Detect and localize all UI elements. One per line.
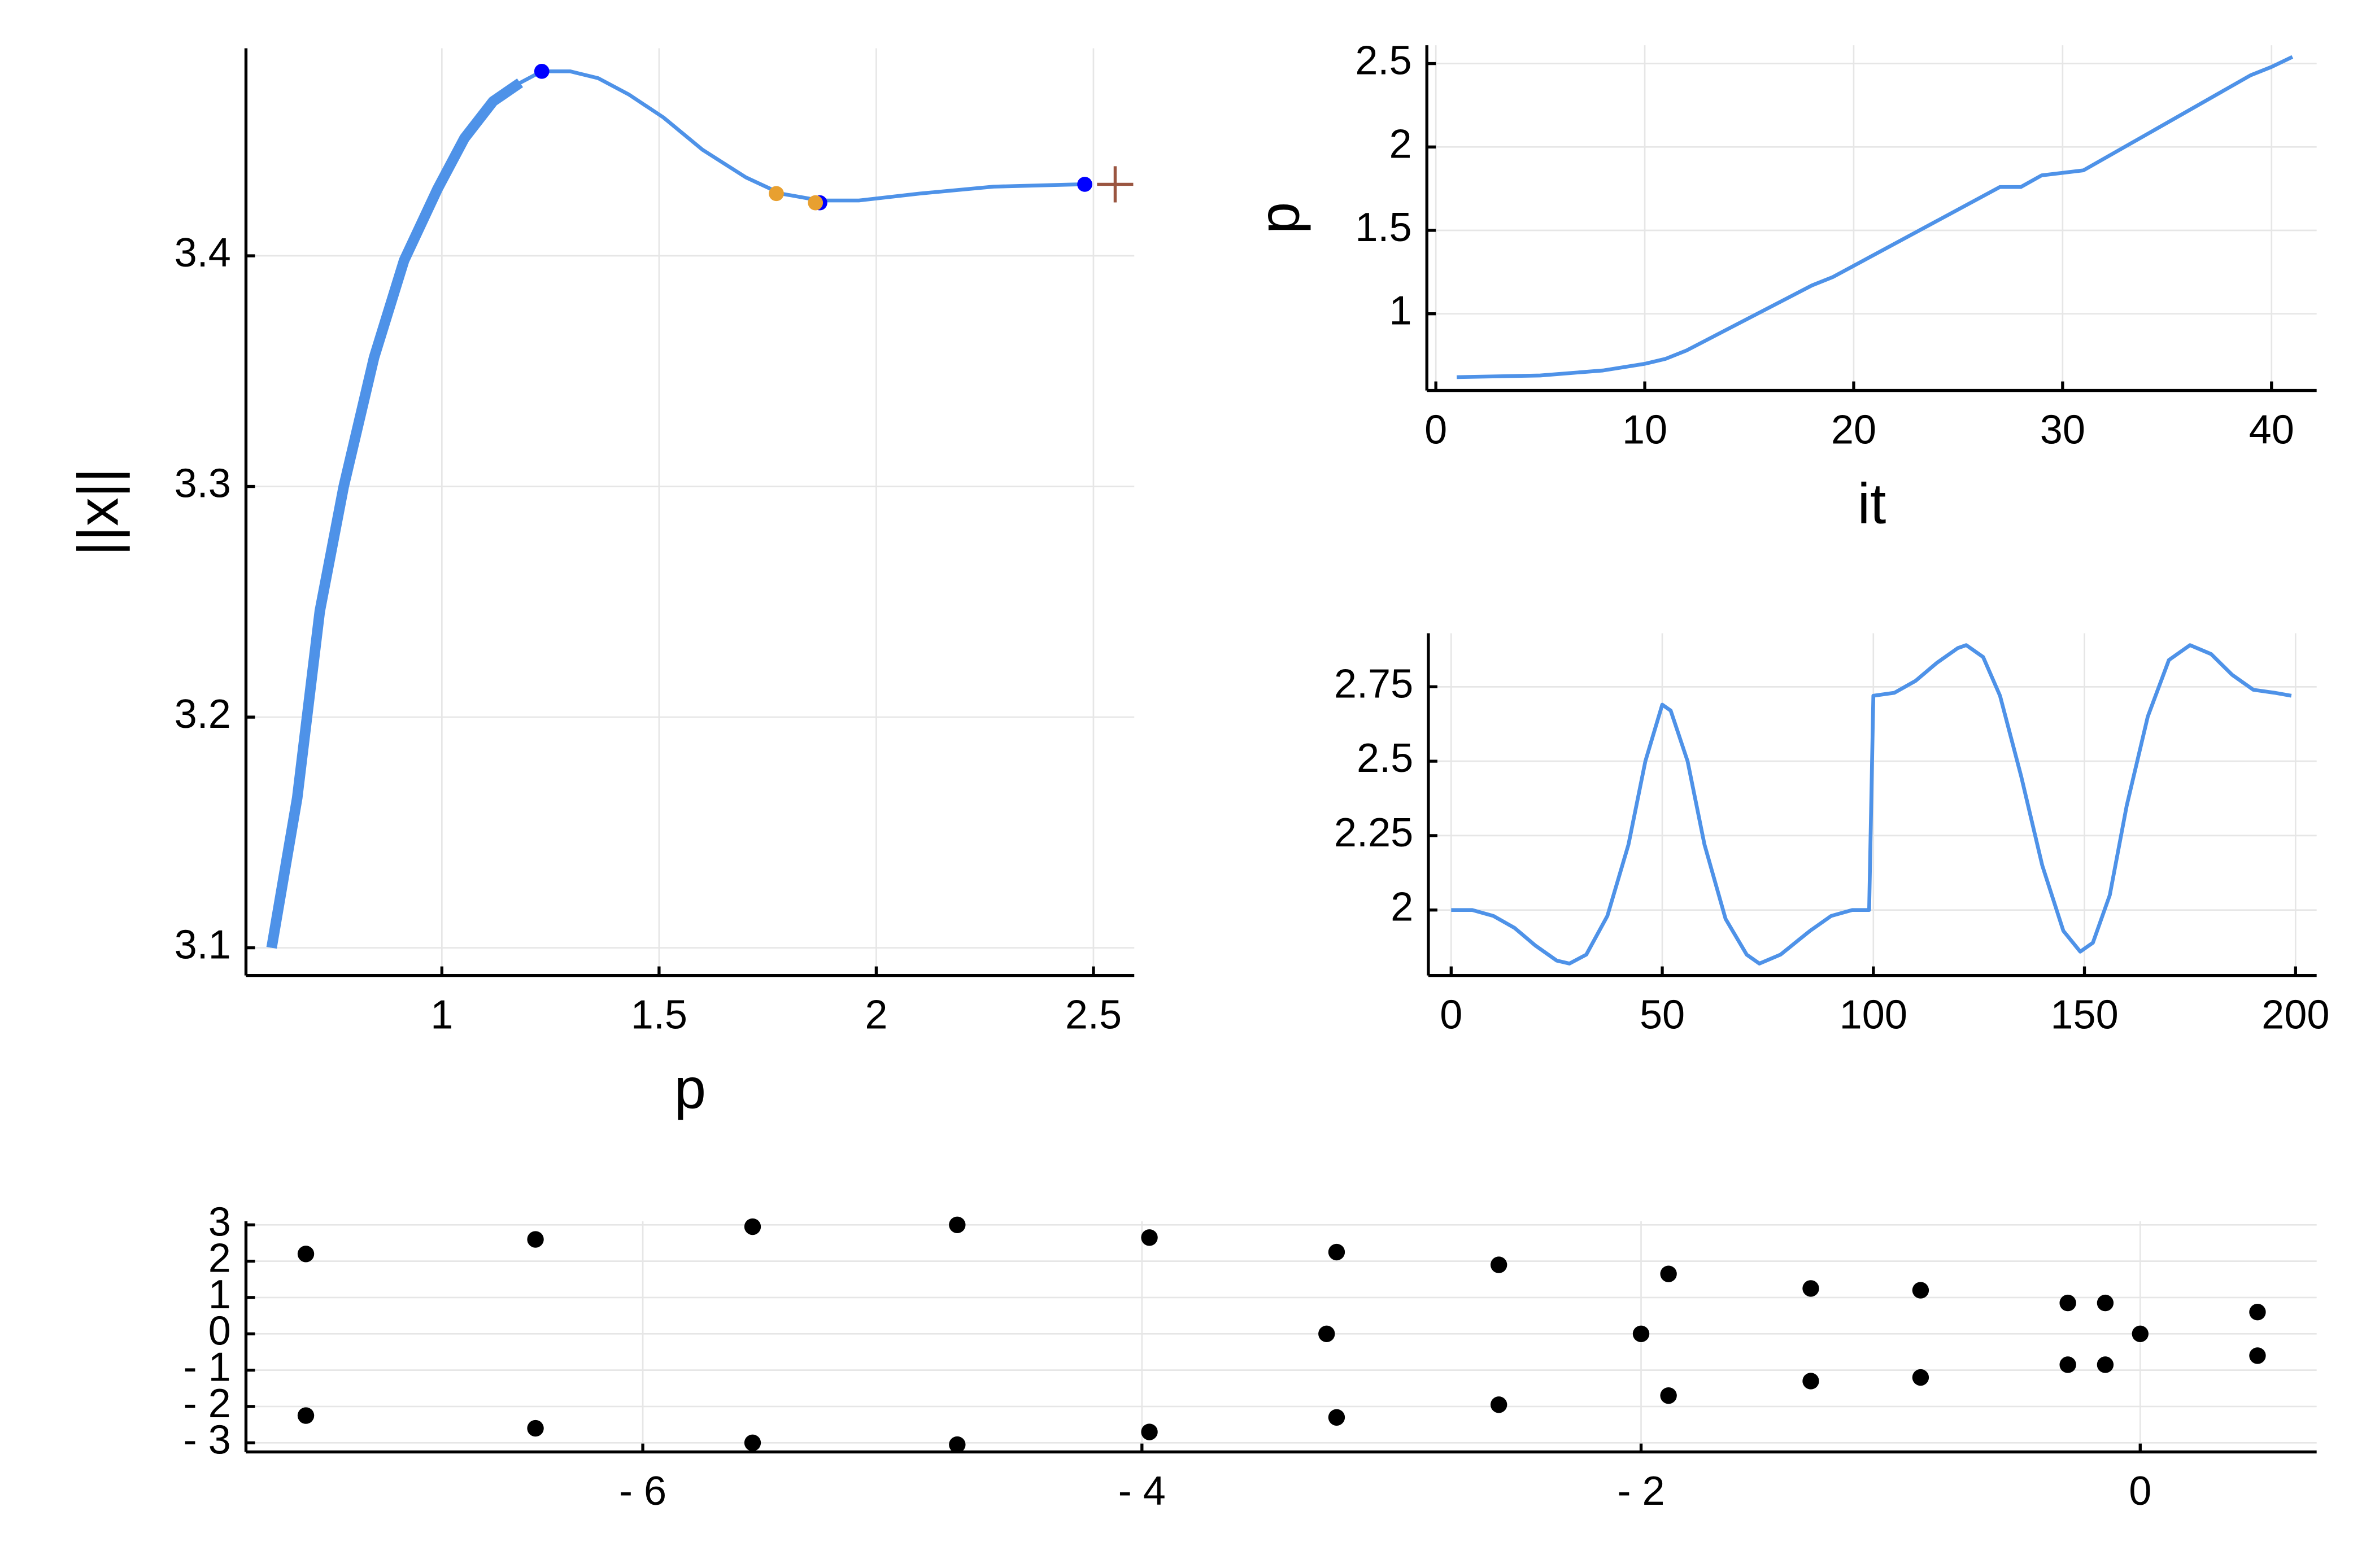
y-tick-label: 2.5 [1357,736,1413,781]
line [269,69,1080,949]
subplot: 0 10 20 30 40 1 1.5 2 2.5 it p [1247,38,2317,536]
point [1490,1396,1507,1413]
point [2059,1294,2076,1312]
point [1328,1243,1345,1261]
y-axis-label: ||x|| [66,468,130,556]
point [1632,1325,1650,1342]
x-tick-label: 40 [2249,407,2294,452]
y-tick-label: 3.3 [175,461,231,506]
point [1660,1265,1677,1282]
x-axis-label: it [1858,471,1886,536]
y-tick-label: 3.1 [175,923,231,968]
point [2249,1304,2266,1321]
x-tick-label: 100 [1840,992,1907,1037]
x-tick-label: 1 [430,992,453,1037]
point [744,1218,761,1235]
point [297,1246,315,1263]
subplot: 1 1.5 2 2.5 3.1 3.2 3.3 3.4 p ||x|| [66,48,1135,1121]
y-tick-label: 1.5 [1355,205,1411,250]
point [1141,1229,1158,1246]
point [2132,1325,2149,1342]
x-tick-label: 0 [1424,407,1447,452]
y-tick-label: 2 [208,1236,231,1281]
y-tick-label: - 3 [184,1417,231,1462]
point [2249,1347,2266,1364]
x-tick-label: 50 [1640,992,1685,1037]
y-tick-label: 3.4 [175,230,231,276]
x-tick-label: 30 [2040,407,2085,452]
x-tick-label: 0 [1440,992,1462,1037]
point [527,1420,544,1437]
line [1457,55,2294,379]
y-tick-label: 3 [208,1199,231,1244]
point [769,186,784,202]
y-tick-label: - 2 [184,1381,231,1426]
point [1802,1280,1819,1297]
x-tick-label: 1.5 [631,992,687,1037]
x-tick-label: 2 [865,992,887,1037]
x-tick-label: 200 [2262,992,2329,1037]
y-tick-label: 3.2 [175,692,231,737]
y-tick-label: - 1 [184,1345,231,1390]
y-tick-label: 0 [208,1308,231,1353]
point [2097,1356,2114,1373]
x-tick-label: 2.5 [1065,992,1122,1037]
point [1328,1409,1345,1426]
y-tick-label: 1 [1389,289,1411,334]
point [1097,166,1134,203]
y-tick-label: 2.5 [1355,38,1411,84]
point [1912,1282,1929,1299]
y-tick-label: 2 [1389,121,1411,167]
y-tick-label: 2.75 [1334,661,1413,706]
point [297,1407,315,1424]
x-tick-label: 20 [1831,407,1876,452]
point [1318,1325,1335,1342]
point [1490,1256,1507,1273]
y-tick-label: 2.25 [1334,810,1413,855]
y-tick-label: 1 [208,1272,231,1317]
subplot: 0 50 100 150 200 2 2.25 2.5 2.75 [1334,633,2329,1037]
x-tick-label: - 4 [1118,1469,1166,1514]
point [1912,1369,1929,1386]
line [1451,643,2292,966]
point [1077,177,1092,192]
y-tick-label: 2 [1391,885,1413,930]
point [949,1216,966,1233]
x-tick-label: 10 [1622,407,1667,452]
x-tick-label: - 6 [619,1469,666,1514]
point [744,1434,761,1451]
point [1802,1373,1819,1390]
point [949,1436,966,1453]
point [527,1231,544,1248]
point [2059,1356,2076,1373]
point [534,63,550,79]
x-tick-label: 150 [2050,992,2118,1037]
x-tick-label: - 2 [1617,1469,1664,1514]
point [1141,1423,1158,1440]
point [2097,1294,2114,1312]
line [266,78,524,949]
x-axis-label: p [674,1056,706,1121]
point [808,195,823,211]
y-axis-label: p [1247,202,1311,234]
x-tick-label: 0 [2129,1469,2151,1514]
point [1660,1387,1677,1404]
